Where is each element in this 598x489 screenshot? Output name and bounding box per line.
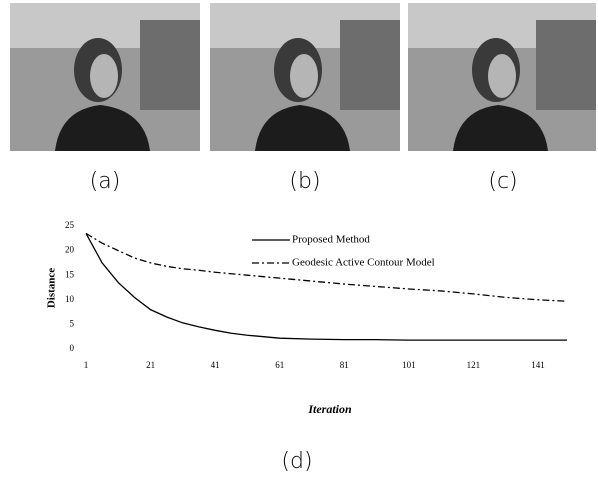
panel-label: (a) xyxy=(90,169,121,194)
y-tick-label: 25 xyxy=(65,220,75,230)
photo xyxy=(408,3,596,151)
y-tick-label: 5 xyxy=(70,318,75,328)
legend-label: Geodesic Active Contour Model xyxy=(292,257,435,269)
x-tick-label: 81 xyxy=(340,360,349,370)
y-tick-label: 20 xyxy=(65,245,75,255)
y-tick-label: 0 xyxy=(70,343,75,353)
series-line xyxy=(85,232,568,302)
legend-label: Proposed Method xyxy=(292,234,370,246)
photo xyxy=(210,3,400,151)
photo xyxy=(10,3,200,151)
x-tick-label: 121 xyxy=(467,360,481,370)
series-line xyxy=(85,233,567,341)
panel-label: (c) xyxy=(488,169,517,194)
x-tick-label: 1 xyxy=(84,360,89,370)
y-tick-label: 15 xyxy=(65,269,75,279)
x-tick-label: 101 xyxy=(402,360,416,370)
x-tick-label: 41 xyxy=(211,360,220,370)
x-tick-label: 21 xyxy=(146,360,155,370)
y-axis-title: Distance xyxy=(46,268,58,308)
panel-label: (b) xyxy=(289,169,320,194)
y-tick-label: 10 xyxy=(65,294,75,304)
caption: (d) xyxy=(281,449,312,474)
x-tick-label: 61 xyxy=(275,360,284,370)
x-axis-title: Iteration xyxy=(307,402,352,416)
x-tick-label: 141 xyxy=(531,360,545,370)
